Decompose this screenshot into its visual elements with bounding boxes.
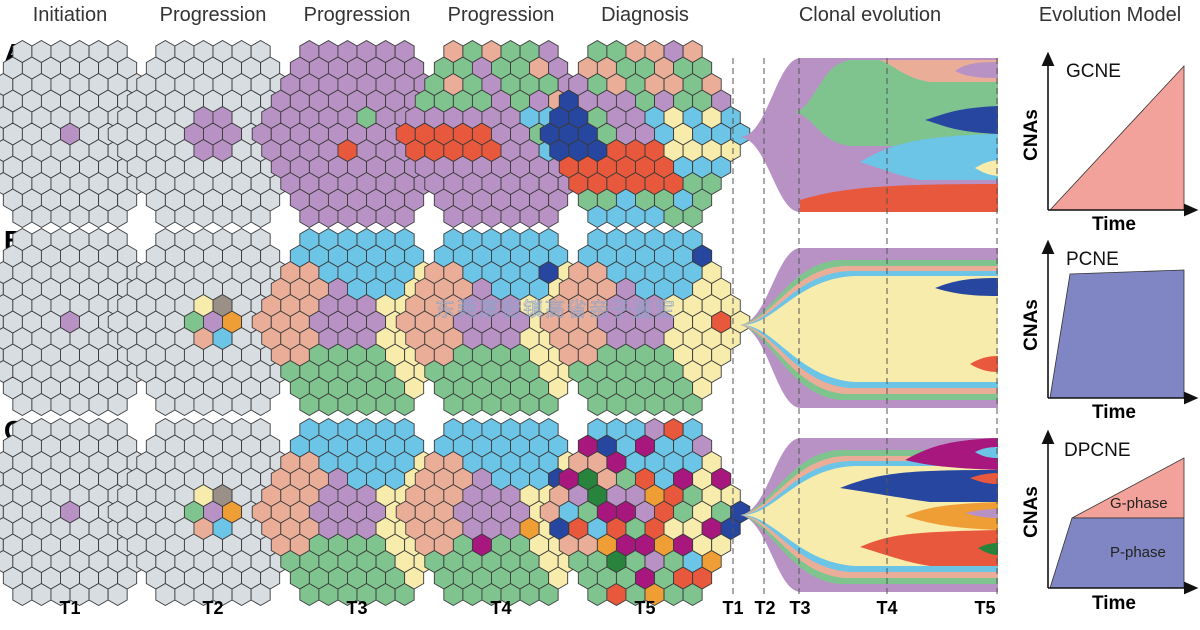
fish-b-navy-clone (935, 278, 998, 296)
header-clonal-evolution: Clonal evolution (799, 4, 941, 26)
model-gcne-name: GCNE (1066, 61, 1121, 82)
model-dpcne-x-label: Time (1092, 593, 1136, 614)
header-progression-2: Progression (304, 4, 411, 26)
time-label-t4: T4 (490, 598, 511, 618)
fish-c-orange-clone (905, 502, 998, 530)
model-gcne-x-label: Time (1092, 214, 1136, 235)
fish-a-blue-clone (860, 134, 998, 180)
model-dpcne-g-phase-label: G-phase (1110, 495, 1168, 512)
fish-a-yellow-clone (975, 160, 998, 176)
tissue-hex-grids (0, 39, 751, 607)
fish-b-yellow-clone (744, 276, 998, 382)
header-progression-3: Progression (448, 4, 555, 26)
fish-a-red-clone (800, 184, 998, 212)
model-gcne-area (1049, 64, 1185, 211)
model-pcne-name: PCNE (1066, 249, 1119, 270)
evo-time-label-t2: T2 (754, 598, 775, 618)
fish-a-navy-clone (925, 106, 998, 134)
evo-time-label-t3: T3 (789, 598, 810, 618)
fish-c-magenta-clone (905, 438, 998, 470)
model-dpcne-p-phase-label: P-phase (1110, 544, 1166, 561)
fish-b-red-clone (970, 356, 998, 372)
evo-time-label-t5: T5 (974, 598, 995, 618)
evo-time-label-t4: T4 (876, 598, 897, 618)
fish-c-blue-subclone (975, 447, 998, 458)
fish-plot-a (740, 58, 998, 212)
fish-c-darkgreen-clone (978, 543, 998, 555)
model-pcne-y-label: CNAs (1021, 299, 1042, 351)
model-gcne-y-label: CNAs (1021, 109, 1042, 161)
model-pcne-area (1049, 269, 1185, 399)
fish-c-red-subclone (970, 473, 998, 484)
header-evolution-model: Evolution Model (1039, 4, 1181, 26)
time-label-t3: T3 (346, 598, 367, 618)
time-label-t2: T2 (202, 598, 223, 618)
time-label-t5: T5 (634, 598, 655, 618)
model-pcne: PCNE Time CNAs (1021, 239, 1199, 423)
header-diagnosis: Diagnosis (601, 4, 689, 26)
fish-c-red-clone (860, 530, 998, 566)
model-pcne-x-label: Time (1092, 402, 1136, 423)
time-label-t1: T1 (59, 598, 80, 618)
model-dpcne: DPCNE G-phase P-phase Time CNAs (1021, 429, 1199, 614)
header-progression-1: Progression (160, 4, 267, 26)
model-dpcne-name: DPCNE (1064, 440, 1131, 461)
evo-time-label-t1: T1 (722, 598, 743, 618)
model-dpcne-y-label: CNAs (1021, 486, 1042, 538)
watermark-text: 东莞厚街镇高省亲子鉴定 (435, 297, 677, 321)
fish-plot-b (740, 248, 998, 408)
clonal-evolution-fish-plots (732, 58, 998, 594)
fish-plot-c (740, 438, 998, 592)
fish-a-purple-subclone (955, 62, 998, 78)
header-initiation: Initiation (33, 4, 108, 26)
model-gcne: GCNE Time CNAs (1021, 51, 1199, 235)
fish-c-navy-clone (840, 470, 998, 502)
fish-c-purple-subclone (965, 509, 998, 518)
